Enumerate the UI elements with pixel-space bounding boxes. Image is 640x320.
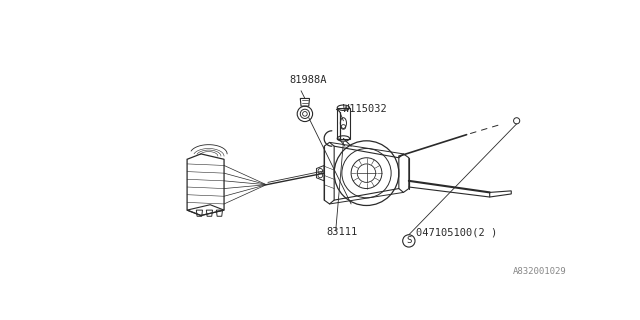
Text: A832001029: A832001029: [513, 267, 566, 276]
Text: 83111: 83111: [326, 227, 358, 237]
Text: W115032: W115032: [344, 104, 387, 114]
Text: 047105100(2 ): 047105100(2 ): [416, 227, 497, 237]
Text: S: S: [406, 236, 412, 245]
Text: 81988A: 81988A: [289, 75, 327, 84]
